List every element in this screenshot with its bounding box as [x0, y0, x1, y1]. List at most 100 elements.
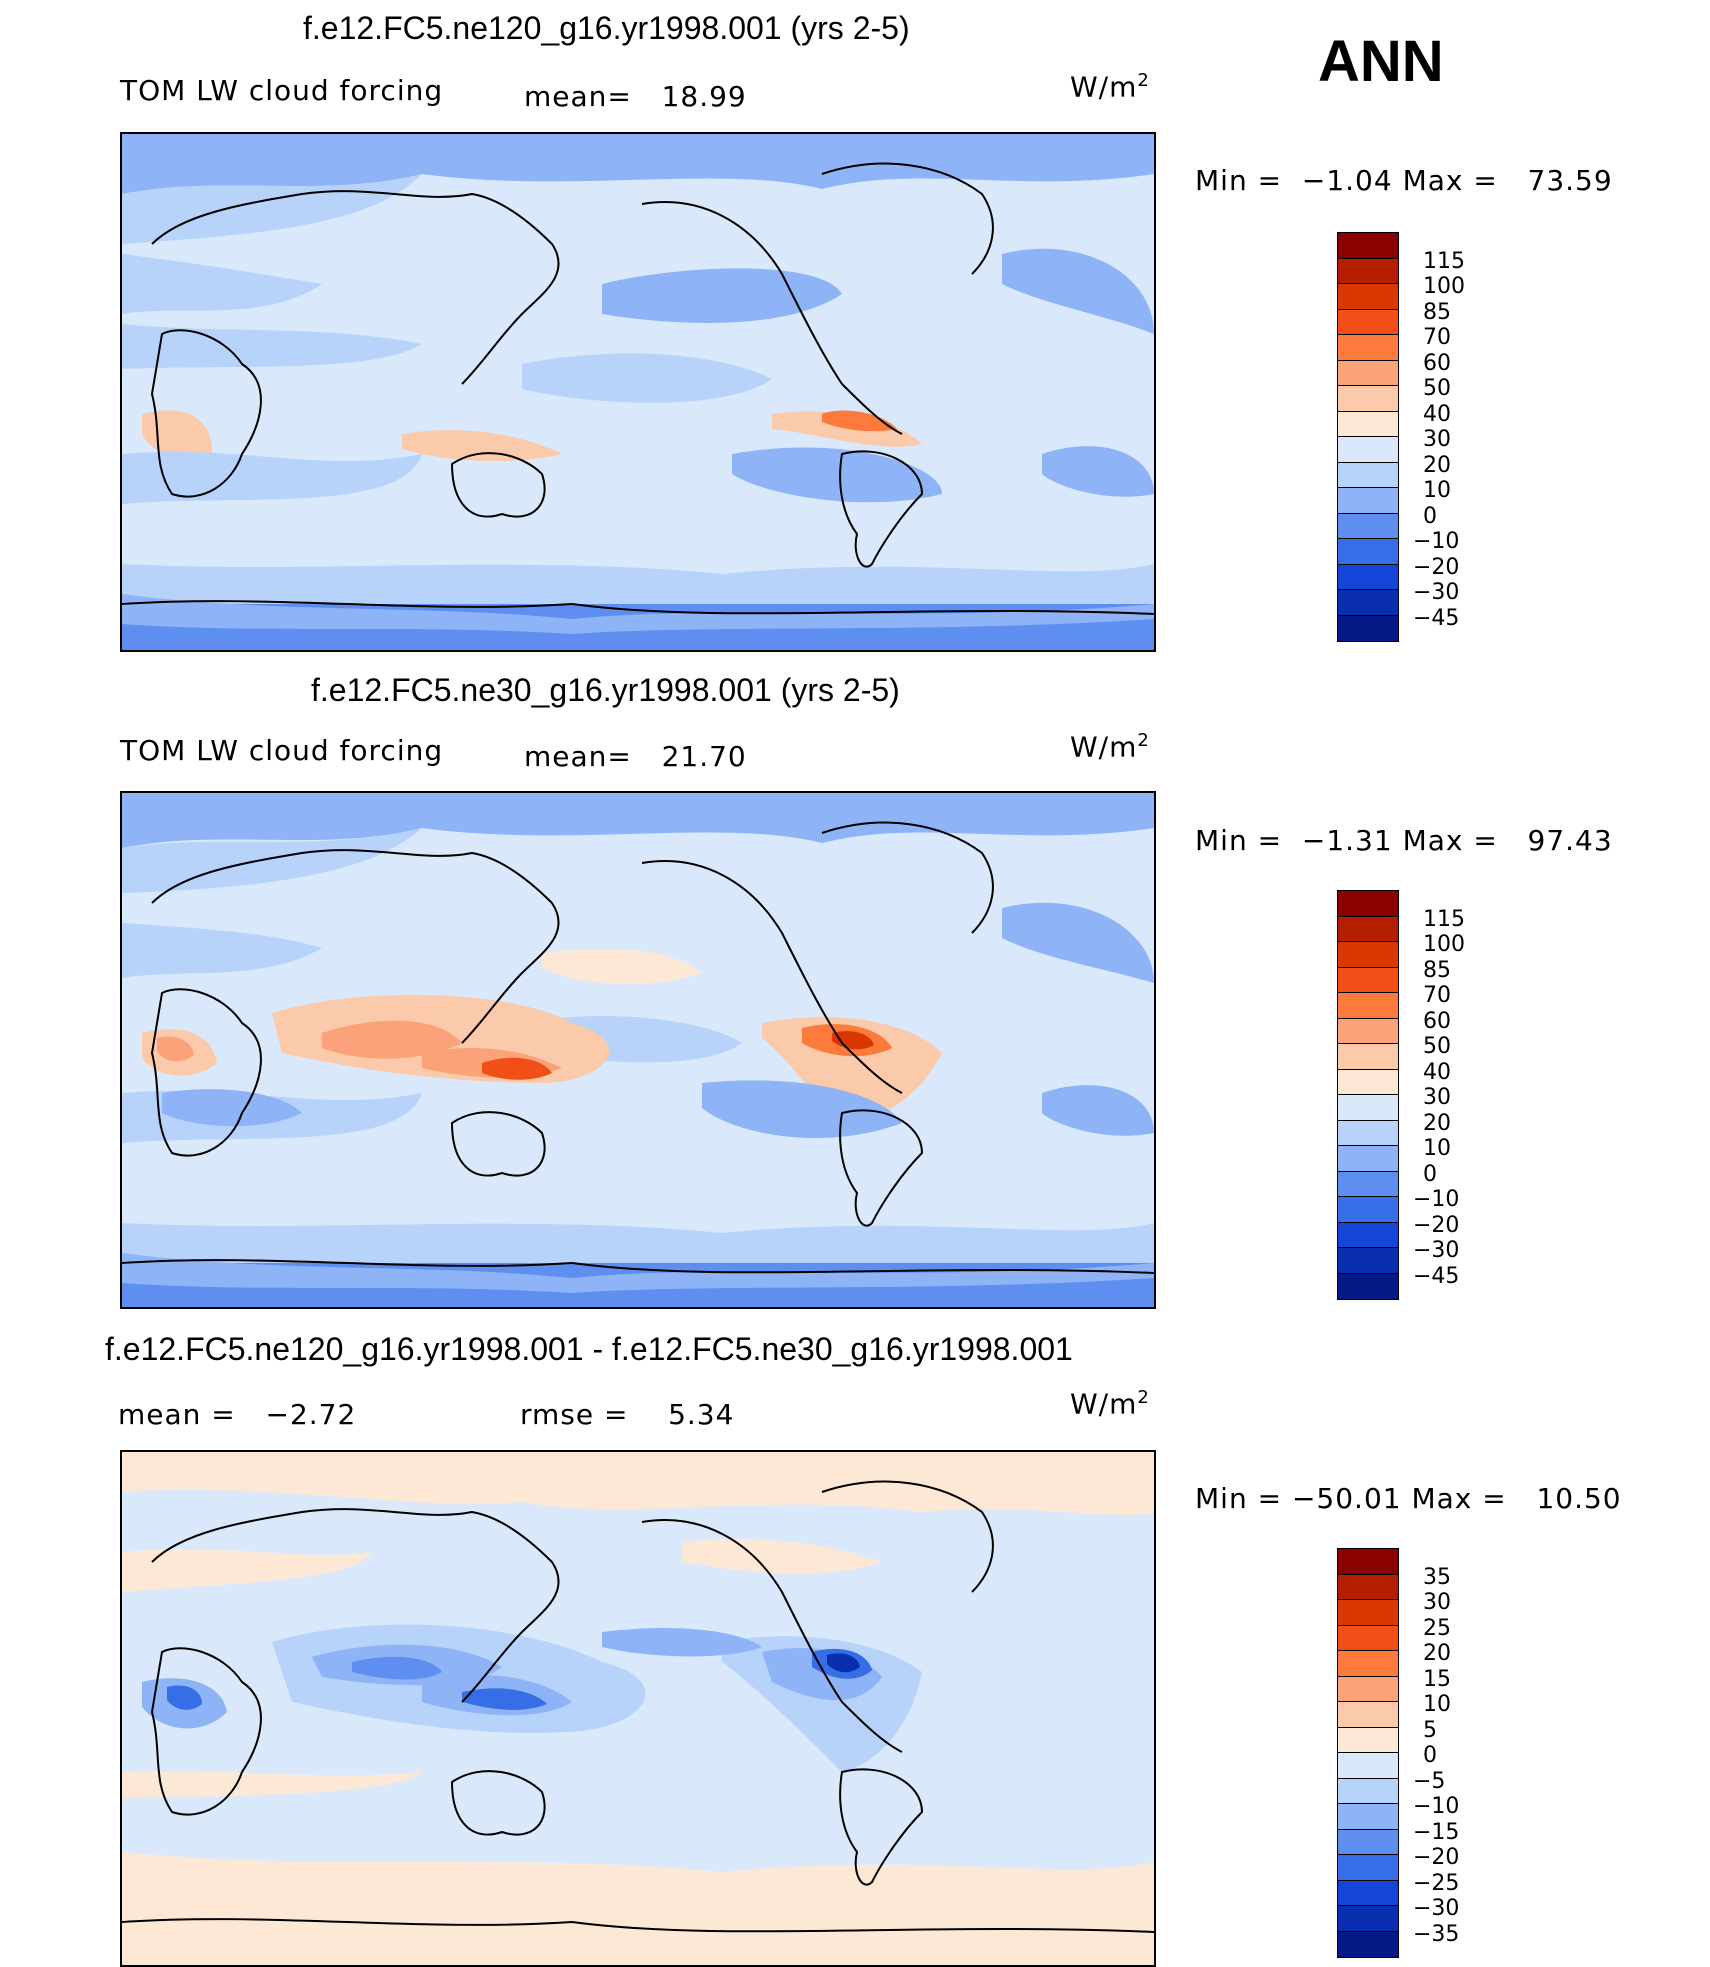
colorbar-swatch	[1338, 1906, 1398, 1932]
colorbar-swatch	[1338, 1753, 1398, 1779]
colorbar-swatch	[1338, 1600, 1398, 1626]
colorbar-tick-label: 10	[1423, 478, 1451, 503]
colorbar-swatch	[1338, 284, 1398, 310]
panel-2-variable-label: TOM LW cloud forcing	[120, 734, 444, 767]
colorbar-tick-label: −35	[1413, 1921, 1460, 1947]
colorbar-swatch	[1338, 1574, 1398, 1600]
colorbar-tick-label: 40	[1423, 1059, 1451, 1085]
colorbar-tick-label: 100	[1423, 932, 1465, 957]
colorbar-tick-label: −10	[1413, 1187, 1460, 1212]
panel-1-map	[120, 132, 1156, 652]
colorbar-swatch	[1338, 564, 1398, 590]
panel-3-min-value: −50.01	[1291, 1482, 1402, 1515]
colorbar-swatch	[1338, 1044, 1398, 1070]
colorbar-swatch	[1338, 539, 1398, 565]
colorbar-tick-label: 35	[1423, 1564, 1451, 1590]
panel-3-title: f.e12.FC5.ne120_g16.yr1998.001 - f.e12.F…	[105, 1331, 1073, 1367]
colorbar-swatch	[1338, 1069, 1398, 1095]
colorbar-tick-label: −30	[1413, 1896, 1460, 1921]
colorbar-tick-label: 0	[1423, 1161, 1437, 1187]
panel-1-colorbar	[1337, 232, 1399, 642]
colorbar-swatch	[1338, 488, 1398, 514]
colorbar-swatch	[1338, 513, 1398, 539]
colorbar-tick-label: 115	[1423, 906, 1465, 932]
colorbar-tick-label: 0	[1423, 503, 1437, 529]
colorbar-tick-label: 85	[1423, 957, 1451, 983]
panel-1-mean-value: 18.99	[661, 80, 747, 113]
colorbar-tick-label: 50	[1423, 1034, 1451, 1059]
colorbar-swatch	[1338, 1651, 1398, 1677]
panel-2-units: W/m2	[1070, 730, 1150, 764]
colorbar-tick-label: −45	[1413, 605, 1460, 631]
colorbar-tick-label: 70	[1423, 983, 1451, 1008]
panel-1-field	[122, 134, 1154, 650]
colorbar-tick-label: 0	[1423, 1743, 1437, 1768]
panel-1-units: W/m2	[1070, 70, 1150, 104]
colorbar-tick-label: 20	[1423, 1641, 1451, 1666]
panel-3-max-value: 10.50	[1536, 1482, 1622, 1515]
colorbar-tick-label: 70	[1423, 325, 1451, 350]
colorbar-tick-label: −20	[1413, 1212, 1460, 1238]
colorbar-tick-label: 50	[1423, 376, 1451, 401]
season-label: ANN	[1318, 29, 1444, 94]
panel-2-max-value: 97.43	[1527, 824, 1613, 857]
panel-2-min-max: Min = −1.31 Max = 97.43	[1195, 824, 1613, 857]
colorbar-tick-label: 20	[1423, 452, 1451, 478]
colorbar-swatch	[1338, 386, 1398, 412]
colorbar-swatch	[1338, 462, 1398, 488]
panel-3-units: W/m2	[1070, 1387, 1150, 1421]
colorbar-swatch	[1338, 1931, 1398, 1957]
colorbar-swatch	[1338, 916, 1398, 942]
panel-3-field	[122, 1452, 1154, 1965]
colorbar-tick-label: −30	[1413, 580, 1460, 605]
colorbar-swatch	[1338, 1625, 1398, 1651]
colorbar-tick-label: 60	[1423, 350, 1451, 376]
colorbar-tick-label: 20	[1423, 1110, 1451, 1136]
colorbar-tick-label: 60	[1423, 1008, 1451, 1034]
panel-3-mean-value: −2.72	[265, 1398, 357, 1431]
colorbar-tick-label: −15	[1413, 1819, 1460, 1845]
colorbar-tick-label: −20	[1413, 554, 1460, 580]
panel-2-field	[122, 793, 1154, 1307]
colorbar-swatch	[1338, 1676, 1398, 1702]
colorbar-swatch	[1338, 1222, 1398, 1248]
colorbar-swatch	[1338, 1248, 1398, 1274]
colorbar-tick-label: −10	[1413, 1794, 1460, 1819]
panel-3-min-max: Min = −50.01 Max = 10.50	[1195, 1482, 1622, 1515]
panel-2-min-value: −1.31	[1301, 824, 1393, 857]
colorbar-tick-label: 115	[1423, 248, 1465, 274]
colorbar-tick-label: −25	[1413, 1870, 1460, 1896]
colorbar-swatch	[1338, 1273, 1398, 1299]
colorbar-swatch	[1338, 411, 1398, 437]
colorbar-swatch	[1338, 1549, 1398, 1575]
colorbar-tick-label: −20	[1413, 1845, 1460, 1870]
colorbar-tick-label: 85	[1423, 299, 1451, 325]
colorbar-swatch	[1338, 891, 1398, 917]
panel-1-variable-label: TOM LW cloud forcing	[120, 74, 444, 107]
colorbar-swatch	[1338, 1095, 1398, 1121]
panel-3-rmse-value: 5.34	[668, 1398, 735, 1431]
colorbar-tick-label: 30	[1423, 427, 1451, 452]
colorbar-swatch	[1338, 437, 1398, 463]
colorbar-tick-label: 10	[1423, 1136, 1451, 1161]
colorbar-tick-label: 10	[1423, 1692, 1451, 1717]
colorbar-tick-label: 40	[1423, 401, 1451, 427]
colorbar-tick-label: −30	[1413, 1238, 1460, 1263]
colorbar-swatch	[1338, 967, 1398, 993]
panel-3-mean-label: mean = −2.72	[118, 1398, 357, 1431]
colorbar-swatch	[1338, 1197, 1398, 1223]
panel-3-rmse-label: rmse = 5.34	[520, 1398, 735, 1431]
colorbar-swatch	[1338, 233, 1398, 259]
colorbar-tick-label: −5	[1413, 1768, 1446, 1794]
colorbar-tick-label: 30	[1423, 1590, 1451, 1615]
colorbar-swatch	[1338, 309, 1398, 335]
panel-2-map	[120, 791, 1156, 1309]
colorbar-swatch	[1338, 1120, 1398, 1146]
colorbar-swatch	[1338, 1018, 1398, 1044]
panel-2-colorbar	[1337, 890, 1399, 1300]
colorbar-swatch	[1338, 942, 1398, 968]
colorbar-swatch	[1338, 1778, 1398, 1804]
colorbar-swatch	[1338, 1171, 1398, 1197]
colorbar-swatch	[1338, 1829, 1398, 1855]
colorbar-swatch	[1338, 335, 1398, 361]
